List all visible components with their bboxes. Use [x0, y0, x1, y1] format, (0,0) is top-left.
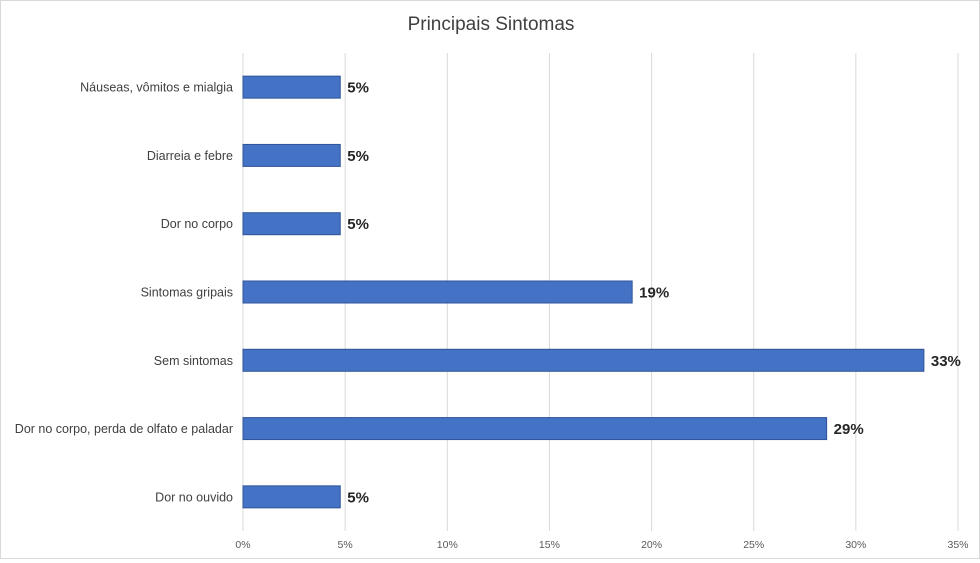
bar — [242, 485, 341, 509]
category-label: Diarreia e febre — [147, 149, 233, 163]
x-tick-label: 20% — [641, 539, 662, 551]
x-tick-label: 10% — [437, 539, 458, 551]
data-label: 5% — [347, 80, 369, 97]
x-tick-label: 0% — [235, 539, 250, 551]
category-label: Sem sintomas — [154, 354, 233, 368]
x-tick-label: 35% — [947, 539, 968, 551]
x-tick-label: 5% — [338, 539, 353, 551]
bar — [242, 212, 341, 236]
x-tick-label: 15% — [539, 539, 560, 551]
x-tick-label: 25% — [743, 539, 764, 551]
bar — [242, 280, 633, 304]
data-label: 5% — [347, 489, 369, 506]
data-label: 33% — [931, 353, 961, 370]
chart-title: Principais Sintomas — [408, 14, 575, 35]
bar — [242, 417, 828, 441]
category-label: Dor no ouvido — [155, 490, 233, 504]
category-labels: Náuseas, vômitos e mialgia Diarreia e feb… — [15, 81, 233, 505]
data-label: 5% — [347, 216, 369, 233]
category-label: Dor no corpo — [161, 217, 233, 231]
category-label: Náuseas, vômitos e mialgia — [80, 81, 233, 95]
data-labels: 5% 5% 5% 19% 33% 29% 5% — [347, 80, 961, 507]
bars — [242, 75, 925, 509]
x-axis-tick-labels: 0% 5% 10% 15% 20% 25% 30% 35% — [235, 539, 968, 551]
category-label: Sintomas gripais — [141, 286, 233, 300]
data-label: 19% — [639, 285, 669, 302]
data-label: 5% — [347, 148, 369, 165]
data-label: 29% — [834, 421, 864, 438]
category-label: Dor no corpo, perda de olfato e paladar — [15, 422, 233, 436]
bar — [242, 348, 925, 372]
bar — [242, 75, 341, 99]
x-tick-label: 30% — [845, 539, 866, 551]
bar — [242, 143, 341, 167]
